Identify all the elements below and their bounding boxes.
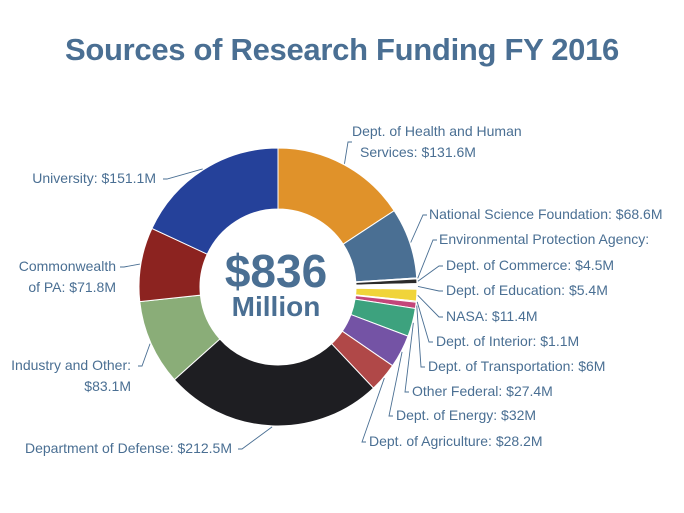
leaders-group — [120, 141, 443, 450]
label-dept-of-commerce: Dept. of Commerce: $4.5M — [446, 257, 614, 273]
center-unit: Million — [232, 291, 321, 322]
label-university: University: $151.1M — [32, 170, 156, 186]
label-dept-of-interior: Dept. of Interior: $1.1M — [436, 333, 579, 349]
leader-line-dept-of-health-and-human-services — [344, 141, 352, 164]
leader-line-dept-of-agriculture — [361, 377, 385, 443]
leader-line-national-science-foundation — [410, 214, 427, 243]
leader-line-dept-of-interior — [416, 301, 433, 343]
label-dept-of-health-and-human-services: Dept. of Health and Human Services: $131.… — [352, 123, 522, 160]
center-total: $836 — [225, 245, 327, 297]
chart-title: Sources of Research Funding FY 2016 — [65, 32, 619, 67]
leader-line-dept-of-commerce — [417, 265, 443, 282]
label-nasa: NASA: $11.4M — [446, 308, 538, 324]
label-department-of-defense: Department of Defense: $212.5M — [25, 440, 232, 456]
slice-university — [151, 147, 279, 255]
slices-group — [138, 147, 418, 427]
leader-line-other-federal — [404, 322, 414, 393]
leader-line-university — [163, 168, 203, 180]
label-environmental-protection-agency: Environmental Protection Agency: — [439, 231, 649, 247]
label-dept-of-transportation: Dept. of Transportation: $6M — [428, 358, 605, 374]
leader-line-environmental-protection-agency — [417, 239, 437, 279]
label-dept-of-education: Dept. of Education: $5.4M — [446, 282, 608, 298]
label-dept-of-energy: Dept. of Energy: $32M — [396, 407, 536, 423]
label-commonwealth-of-pa: Commonwealth of PA: $71.8M — [19, 258, 116, 295]
label-other-federal: Other Federal: $27.4M — [412, 383, 553, 399]
leader-line-dept-of-transportation — [416, 305, 425, 368]
leader-line-commonwealth-of-pa — [120, 263, 140, 268]
leader-line-department-of-defense — [238, 426, 273, 450]
leader-line-dept-of-energy — [388, 351, 403, 417]
leader-line-dept-of-education — [417, 286, 443, 292]
label-national-science-foundation: National Science Foundation: $68.6M — [429, 206, 662, 222]
slice-department-of-defense — [173, 338, 375, 427]
label-dept-of-agriculture: Dept. of Agriculture: $28.2M — [369, 433, 543, 449]
leader-line-nasa — [417, 294, 443, 318]
labels-group: Dept. of Health and Human Services: $131.… — [11, 123, 662, 456]
label-industry-and-other: Industry and Other: $83.1M — [11, 357, 131, 394]
leader-line-industry-and-other — [138, 343, 151, 367]
